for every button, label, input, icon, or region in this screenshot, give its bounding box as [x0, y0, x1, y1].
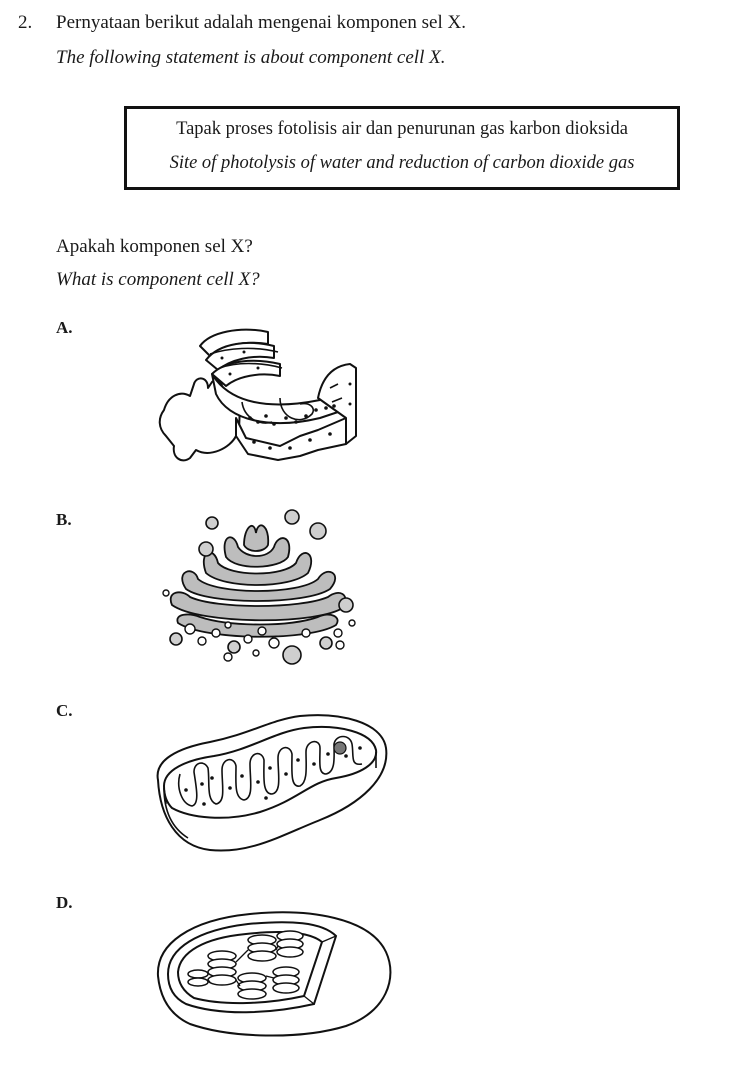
statement-box: Tapak proses fotolisis air dan penurunan… [124, 106, 680, 190]
option-d-chloroplast-diagram[interactable] [150, 900, 400, 1040]
prompt-malay: Apakah komponen sel X? [56, 236, 253, 257]
option-a-rough-er-diagram[interactable] [150, 318, 370, 468]
option-d-label[interactable]: D. [56, 893, 73, 912]
statement-english: Site of photolysis of water and reductio… [169, 153, 635, 173]
option-a-label[interactable]: A. [56, 318, 73, 337]
option-c-mitochondrion-diagram[interactable] [150, 708, 390, 858]
prompt-english: What is component cell X? [56, 269, 260, 290]
question-intro-english: The following statement is about compone… [56, 47, 446, 68]
question-intro-malay: Pernyataan berikut adalah mengenai kompo… [56, 12, 466, 33]
statement-malay: Tapak proses fotolisis air dan penurunan… [176, 119, 628, 139]
option-b-golgi-apparatus-diagram[interactable] [150, 505, 360, 665]
option-b-label[interactable]: B. [56, 510, 72, 529]
option-c-label[interactable]: C. [56, 701, 73, 720]
question-number: 2. [18, 12, 33, 33]
